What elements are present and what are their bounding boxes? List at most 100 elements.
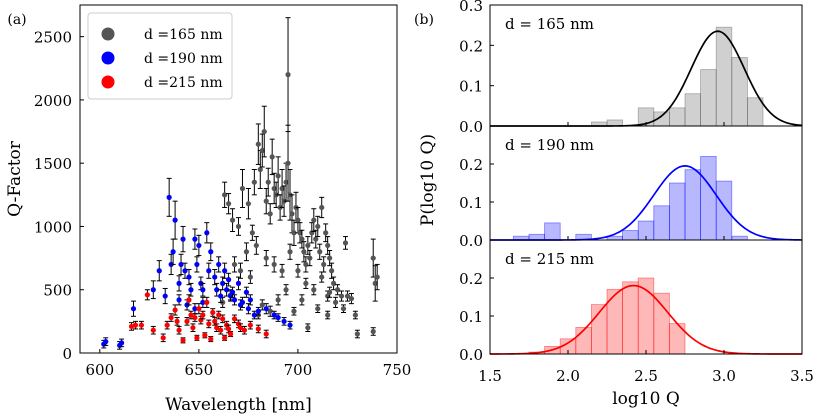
data-point (192, 306, 198, 312)
legend-marker (101, 27, 115, 41)
y-tick-label: 0.3 (459, 0, 483, 15)
data-point (263, 331, 269, 337)
y-tick-label: 0.1 (459, 308, 483, 326)
histogram-bar (669, 182, 686, 241)
data-point (224, 287, 230, 293)
data-point (206, 321, 212, 327)
data-point (342, 240, 349, 246)
data-point (150, 287, 156, 293)
data-point (204, 230, 210, 236)
x-tick-label: 750 (383, 361, 412, 379)
data-point (259, 302, 265, 308)
data-point (323, 230, 329, 236)
data-point (257, 166, 263, 173)
data-point (220, 316, 226, 322)
y-tick-label: 0.0 (459, 346, 483, 364)
data-point (255, 141, 261, 147)
data-point (325, 312, 331, 318)
panel-b-label: (b) (414, 12, 434, 28)
data-point (214, 325, 220, 331)
x-axis-label: Wavelength [nm] (165, 395, 312, 415)
data-point (160, 335, 166, 341)
data-point (281, 318, 287, 324)
data-point (218, 327, 224, 333)
data-point (132, 322, 139, 328)
series-3 (128, 289, 269, 344)
data-point (267, 211, 273, 217)
data-point (327, 289, 333, 295)
series-2 (101, 177, 293, 350)
data-point (265, 179, 271, 185)
x-tick-label: 1.5 (478, 367, 502, 385)
data-point (176, 297, 182, 303)
y-tick-label: 2500 (34, 29, 72, 47)
data-point (253, 242, 259, 249)
data-point (271, 261, 277, 268)
data-point (200, 312, 206, 318)
data-point (214, 287, 220, 293)
data-point (285, 72, 291, 78)
data-point (188, 287, 194, 293)
x-axis-label: log10 Q (612, 389, 680, 409)
y-tick-label: 0.1 (459, 194, 483, 212)
histogram-bar (622, 230, 639, 241)
histogram-bar (669, 107, 686, 127)
data-point (200, 299, 206, 305)
data-point (374, 274, 380, 280)
data-point (184, 318, 190, 324)
data-point (305, 325, 311, 331)
histogram-2: 0.0 0.1 0.2 d = 190 nm (459, 125, 803, 250)
histogram-label: d = 190 nm (505, 136, 594, 154)
histogram-bar (669, 323, 686, 355)
data-point (239, 299, 246, 305)
data-point (222, 268, 228, 274)
data-point (144, 292, 150, 298)
histogram-bar (684, 169, 702, 241)
data-point (275, 314, 281, 321)
y-tick-label: 0.0 (459, 232, 483, 250)
data-point (162, 293, 168, 299)
data-point (315, 223, 321, 230)
data-point (291, 230, 297, 236)
data-point (229, 217, 236, 223)
data-point (170, 249, 176, 255)
histogram-bar (731, 235, 748, 241)
y-tick-label: 0.2 (459, 156, 483, 174)
data-point (344, 293, 351, 299)
data-point (275, 297, 281, 303)
panel-a-label: (a) (7, 12, 26, 28)
data-point (295, 217, 301, 223)
data-point (299, 236, 305, 242)
data-point (243, 289, 250, 295)
data-point (332, 299, 339, 305)
data-point (319, 274, 325, 280)
data-point (229, 289, 236, 295)
data-point (317, 249, 323, 255)
y-tick-label: 0 (62, 345, 72, 363)
data-point (172, 307, 178, 313)
data-point (196, 306, 202, 312)
data-point (287, 322, 293, 328)
data-point (103, 339, 109, 345)
data-point (164, 322, 170, 328)
data-point (225, 277, 232, 283)
data-point (261, 128, 267, 135)
data-point (206, 268, 212, 274)
histogram-3: 0.0 0.1 0.2 d = 215 nm (459, 239, 803, 364)
data-point (235, 280, 242, 286)
data-point (218, 293, 224, 299)
data-point (263, 255, 269, 261)
data-point (303, 261, 309, 268)
data-point (247, 274, 253, 280)
histogram-bar (653, 205, 670, 241)
panel-a-scatter: (a) 600 650 700 750 0 500 1000 1500 2000 2500 Wavel… (5, 4, 412, 415)
data-point (255, 308, 261, 314)
data-point (220, 280, 226, 286)
data-point (180, 337, 186, 343)
data-point (212, 318, 218, 324)
data-point (338, 293, 345, 299)
legend-marker (101, 75, 115, 89)
data-point (243, 249, 250, 255)
data-point (259, 147, 265, 154)
